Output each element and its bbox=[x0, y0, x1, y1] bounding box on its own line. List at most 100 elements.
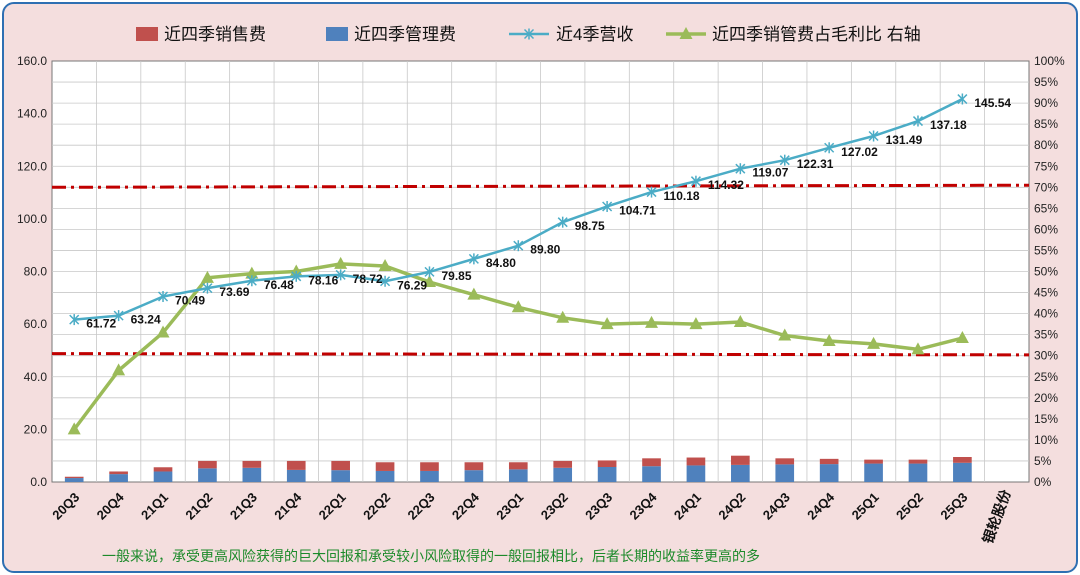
legend-label-revenue: 近4季营收 bbox=[556, 25, 633, 44]
bar-sales-fee bbox=[597, 460, 617, 468]
revenue-data-label: 122.31 bbox=[797, 157, 834, 171]
ratio-point bbox=[511, 300, 525, 313]
bar-sales-fee bbox=[908, 459, 928, 464]
revenue-point bbox=[468, 253, 479, 265]
revenue-data-label: 114.32 bbox=[708, 178, 744, 192]
bar-mgmt-fee bbox=[819, 464, 839, 482]
bar-mgmt-fee bbox=[686, 465, 706, 482]
ratio-point bbox=[733, 315, 747, 328]
x-tick-label: 21Q1 bbox=[138, 490, 171, 523]
revenue-point bbox=[735, 163, 746, 175]
chart-svg: 0.0 20.0 40.0 60.0 80.0 100.0 120.0 140.0 160.0 0… bbox=[17, 25, 1065, 564]
ratio-point bbox=[200, 270, 214, 283]
bar-mgmt-fee bbox=[153, 471, 173, 482]
bar-sales-fee bbox=[64, 476, 84, 479]
x-tick-label: 24Q1 bbox=[671, 490, 704, 523]
revenue-point bbox=[912, 115, 924, 127]
bar-mgmt-fee bbox=[775, 464, 795, 482]
ratio-point bbox=[600, 317, 614, 330]
y-left-tick-label: 60.0 bbox=[24, 317, 48, 331]
revenue-data-label: 110.18 bbox=[664, 189, 700, 203]
x-tick-label: 22Q3 bbox=[404, 490, 437, 523]
ratio-point bbox=[378, 259, 392, 272]
x-tick-label: 24Q2 bbox=[715, 490, 748, 523]
legend-label-sales_fee: 近四季销售费 bbox=[164, 25, 266, 44]
revenue-data-label: 76.48 bbox=[264, 278, 294, 292]
bar-sales-fee bbox=[642, 458, 661, 467]
revenue-point bbox=[957, 93, 968, 105]
bar-mgmt-fee bbox=[242, 467, 262, 482]
y-right-tick-label: 45% bbox=[1034, 286, 1058, 300]
bar-mgmt-fee bbox=[953, 462, 972, 482]
bar-mgmt-fee bbox=[642, 466, 661, 482]
x-tick-label: 22Q4 bbox=[449, 489, 483, 523]
y-right-tick-label: 95% bbox=[1034, 75, 1058, 89]
grid-lines bbox=[52, 61, 1029, 482]
revenue-data-label: 131.49 bbox=[886, 133, 923, 147]
revenue-data-label: 89.80 bbox=[530, 243, 560, 257]
y-left-tick-label: 0.0 bbox=[30, 475, 47, 489]
ratio-point bbox=[467, 287, 481, 300]
y-right-tick-label: 90% bbox=[1034, 96, 1058, 110]
revenue-data-label: 98.75 bbox=[575, 219, 605, 233]
y-left-tick-label: 160.0 bbox=[17, 54, 47, 68]
x-tick-label: 23Q4 bbox=[627, 489, 661, 523]
revenue-point bbox=[291, 270, 302, 282]
revenue-point bbox=[69, 314, 80, 326]
ratio-point bbox=[112, 363, 126, 376]
ratio-point bbox=[689, 317, 703, 330]
x-tick-label: 20Q3 bbox=[49, 490, 82, 523]
y-right-tick-label: 10% bbox=[1034, 433, 1058, 447]
revenue-data-label: 73.69 bbox=[219, 285, 249, 299]
legend-swatch-mgmt-fee bbox=[326, 27, 348, 41]
revenue-data-label: 119.07 bbox=[752, 166, 788, 180]
y-right-tick-label: 30% bbox=[1034, 349, 1058, 363]
ratio-point bbox=[556, 310, 570, 323]
legend-swatch-sales-fee bbox=[136, 27, 158, 41]
bar-sales-fee bbox=[153, 467, 173, 472]
reference-line bbox=[51, 183, 1030, 189]
bar-sales-fee bbox=[331, 460, 350, 471]
revenue-data-label: 78.16 bbox=[308, 273, 338, 287]
ratio-point bbox=[334, 256, 348, 269]
y-right-tick-label: 50% bbox=[1034, 265, 1058, 279]
x-tick-label: 22Q1 bbox=[316, 490, 349, 523]
x-tick-label: 24Q3 bbox=[760, 490, 793, 523]
ratio-point bbox=[955, 331, 969, 344]
revenue-point bbox=[824, 142, 835, 154]
bar-mgmt-fee bbox=[864, 463, 883, 482]
x-tick-label: 21Q3 bbox=[227, 490, 260, 523]
bar-sales-fee bbox=[731, 455, 750, 465]
y-right-tick-label: 75% bbox=[1034, 159, 1058, 173]
revenue-point bbox=[513, 240, 524, 252]
y-left-tick-label: 120.0 bbox=[17, 159, 47, 173]
legend-label-mgmt_fee: 近四季管理费 bbox=[354, 25, 456, 44]
y-right-tick-label: 80% bbox=[1034, 138, 1058, 152]
revenue-point bbox=[868, 130, 879, 142]
revenue-data-label: 63.24 bbox=[131, 313, 161, 327]
reference-line bbox=[51, 352, 1030, 357]
bar-sales-fee bbox=[242, 460, 262, 468]
bar-sales-fee bbox=[775, 458, 795, 465]
x-tick-label: 25Q3 bbox=[937, 490, 970, 523]
revenue-point bbox=[690, 175, 701, 187]
revenue-point bbox=[779, 154, 790, 166]
y-left-tick-label: 140.0 bbox=[17, 107, 47, 121]
ratio-point bbox=[911, 342, 925, 355]
ratio-point bbox=[778, 328, 792, 341]
y-right-tick-label: 85% bbox=[1034, 117, 1058, 131]
bar-mgmt-fee bbox=[508, 469, 528, 482]
revenue-data-label: 84.80 bbox=[486, 256, 516, 270]
bar-sales-fee bbox=[508, 462, 528, 470]
x-tick-label: 20Q4 bbox=[94, 489, 128, 523]
revenue-data-label: 145.54 bbox=[974, 96, 1011, 110]
ratio-point bbox=[156, 325, 170, 338]
revenue-point bbox=[246, 275, 257, 287]
y-right-tick-label: 15% bbox=[1034, 412, 1058, 426]
y-left-tick-label: 40.0 bbox=[24, 370, 48, 384]
revenue-data-label: 61.72 bbox=[86, 317, 116, 331]
bar-sales-fee bbox=[553, 460, 573, 468]
bar-mgmt-fee bbox=[198, 468, 217, 482]
x-tick-label: 25Q2 bbox=[893, 490, 926, 523]
